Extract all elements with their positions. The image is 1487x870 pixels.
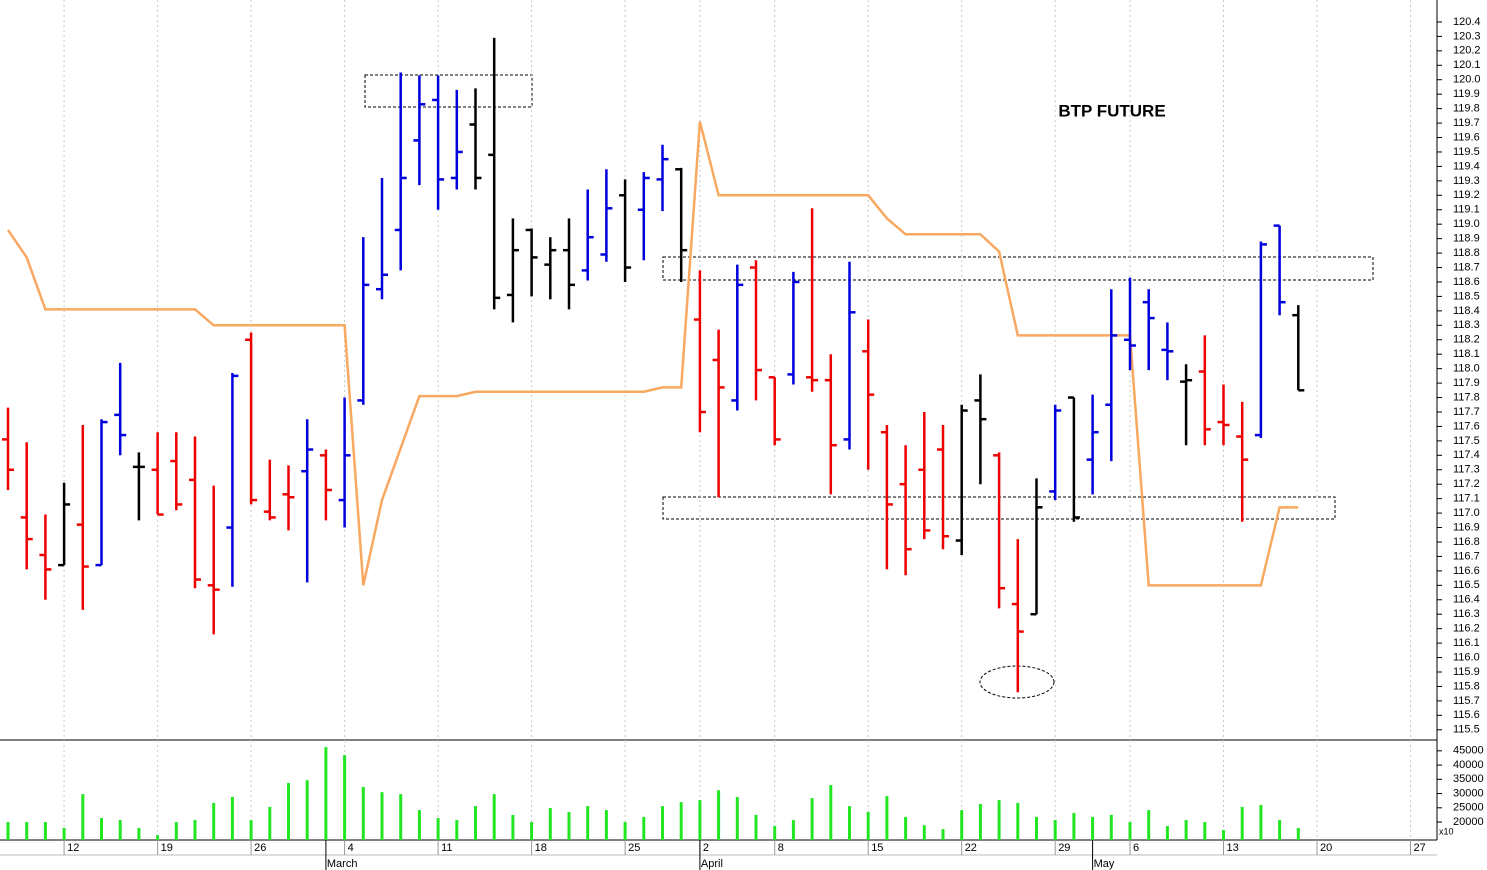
- y-tick-label: 35000: [1453, 773, 1484, 785]
- y-tick-label: 117.3: [1453, 464, 1480, 476]
- x-tick-label: 6: [1133, 842, 1139, 854]
- y-tick-label: 45000: [1453, 745, 1484, 757]
- x-tick-label: 29: [1058, 842, 1070, 854]
- x-tick-label: 19: [161, 842, 173, 854]
- y-tick-label: 116.8: [1453, 536, 1480, 548]
- chart-title: BTP FUTURE: [1058, 101, 1165, 120]
- x-tick-label: 25: [628, 842, 640, 854]
- x-tick-label: 18: [535, 842, 547, 854]
- y-tick-label: 118.9: [1453, 233, 1480, 245]
- y-tick-label: 119.7: [1453, 117, 1480, 129]
- y-tick-label: 117.7: [1453, 406, 1480, 418]
- y-tick-label: 116.2: [1453, 623, 1480, 635]
- y-tick-label: 117.9: [1453, 377, 1480, 389]
- y-tick-label: 116.9: [1453, 521, 1480, 533]
- y-tick-label: 116.3: [1453, 608, 1480, 620]
- y-tick-label: 119.9: [1453, 88, 1480, 100]
- x-tick-label: 11: [441, 842, 452, 854]
- y-tick-label: 116.6: [1453, 565, 1480, 577]
- y-tick-label: 40000: [1453, 759, 1484, 771]
- y-tick-label: 117.5: [1453, 435, 1480, 447]
- volume-unit-note: x10: [1439, 826, 1454, 836]
- y-tick-label: 118.5: [1453, 290, 1480, 302]
- y-tick-label: 25000: [1453, 802, 1484, 814]
- y-tick-label: 117.1: [1453, 493, 1480, 505]
- y-tick-label: 118.8: [1453, 247, 1480, 259]
- y-tick-label: 115.6: [1453, 709, 1480, 721]
- month-label: April: [701, 858, 723, 870]
- y-tick-label: 119.4: [1453, 160, 1480, 172]
- annotation-ellipse: [979, 665, 1055, 699]
- y-tick-label: 116.4: [1453, 594, 1480, 606]
- y-tick-label: 115.8: [1453, 680, 1480, 692]
- y-tick-label: 116.5: [1453, 579, 1480, 591]
- month-label: March: [327, 858, 358, 870]
- x-tick-label: 4: [348, 842, 354, 854]
- y-tick-label: 119.0: [1453, 218, 1480, 230]
- y-tick-label: 120.3: [1453, 30, 1481, 42]
- y-tick-label: 118.6: [1453, 276, 1480, 288]
- y-tick-label: 118.0: [1453, 363, 1480, 375]
- y-tick-label: 117.4: [1453, 449, 1480, 461]
- x-tick-label: 15: [871, 842, 883, 854]
- y-tick-label: 30000: [1453, 787, 1484, 799]
- y-tick-label: 20000: [1453, 816, 1484, 828]
- month-label: May: [1094, 858, 1115, 870]
- x-tick-label: 13: [1227, 842, 1239, 854]
- x-tick-label: 26: [254, 842, 266, 854]
- overlay-line: [6, 121, 1299, 587]
- x-tick-label: 12: [67, 842, 79, 854]
- y-tick-label: 116.7: [1453, 550, 1480, 562]
- y-tick-label: 117.2: [1453, 478, 1480, 490]
- y-tick-label: 118.3: [1453, 319, 1480, 331]
- y-tick-label: 120.0: [1453, 74, 1481, 86]
- y-tick-label: 120.4: [1453, 16, 1481, 28]
- y-tick-label: 116.0: [1453, 651, 1480, 663]
- y-tick-label: 119.6: [1453, 131, 1480, 143]
- x-tick-label: 20: [1320, 842, 1332, 854]
- y-tick-label: 120.2: [1453, 45, 1481, 57]
- annotation-box: [364, 74, 533, 108]
- y-tick-label: 120.1: [1453, 59, 1481, 71]
- y-tick-label: 115.7: [1453, 695, 1480, 707]
- y-tick-label: 118.2: [1453, 334, 1480, 346]
- y-tick-label: 119.5: [1453, 146, 1480, 158]
- y-tick-label: 119.3: [1453, 175, 1480, 187]
- y-tick-label: 118.1: [1453, 348, 1480, 360]
- x-tick-label: 8: [778, 842, 784, 854]
- y-tick-label: 118.4: [1453, 305, 1480, 317]
- x-tick-label: 22: [965, 842, 977, 854]
- annotation-box: [662, 256, 1374, 281]
- y-tick-label: 119.1: [1453, 204, 1480, 216]
- y-tick-label: 118.7: [1453, 261, 1480, 273]
- y-tick-label: 117.0: [1453, 507, 1480, 519]
- x-tick-label: 27: [1414, 842, 1426, 854]
- y-tick-label: 117.6: [1453, 420, 1480, 432]
- y-tick-label: 117.8: [1453, 391, 1480, 403]
- y-tick-label: 119.8: [1453, 103, 1480, 115]
- y-tick-label: 115.9: [1453, 666, 1480, 678]
- y-tick-label: 116.1: [1453, 637, 1480, 649]
- y-tick-label: 119.2: [1453, 189, 1480, 201]
- x-tick-label: 2: [703, 842, 709, 854]
- y-tick-label: 115.5: [1453, 724, 1480, 736]
